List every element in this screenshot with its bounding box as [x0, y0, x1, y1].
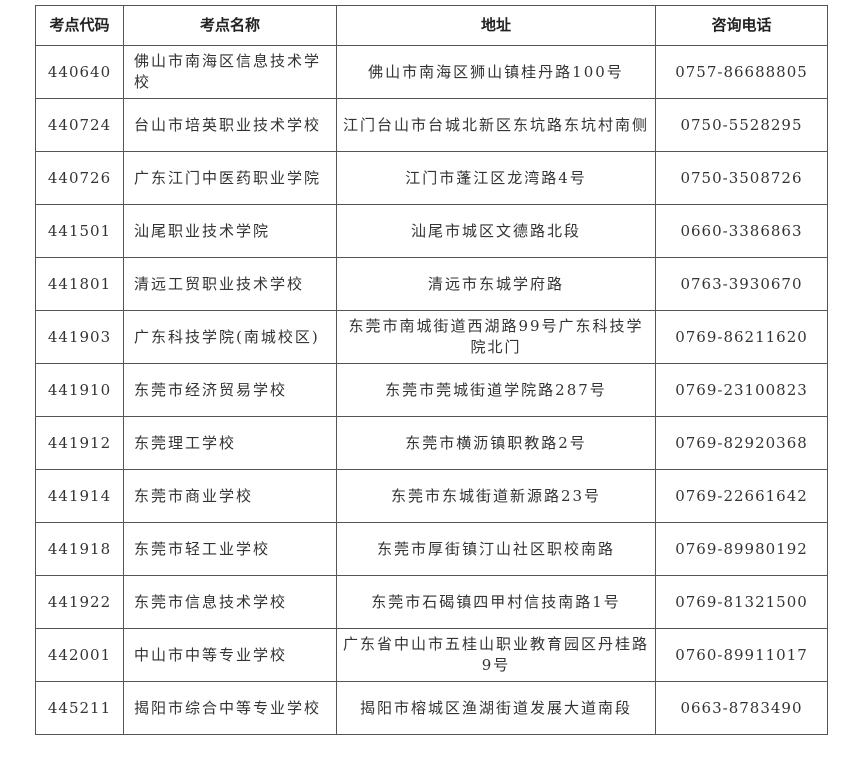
- site-phone: 0757-86688805: [655, 45, 828, 99]
- site-phone: 0769-22661642: [655, 469, 828, 523]
- table-row: 441922 东莞市信息技术学校 东莞市石碣镇四甲村信技南路1号 0769-81321…: [35, 575, 828, 629]
- site-code: 441903: [35, 310, 124, 364]
- site-phone: 0760-89911017: [655, 628, 828, 682]
- table-row: 441910 东莞市经济贸易学校 东莞市莞城街道学院路287号 0769-231008…: [35, 363, 828, 417]
- site-address: 揭阳市榕城区渔湖街道发展大道南段: [336, 681, 656, 735]
- site-code: 441912: [35, 416, 124, 470]
- table-row: 441801 清远工贸职业技术学校 清远市东城学府路 0763-3930670: [35, 257, 828, 311]
- site-code: 441918: [35, 522, 124, 576]
- site-code: 441922: [35, 575, 124, 629]
- site-name: 佛山市南海区信息技术学校: [123, 45, 337, 99]
- site-name: 中山市中等专业学校: [123, 628, 337, 682]
- site-address: 佛山市南海区狮山镇桂丹路100号: [336, 45, 656, 99]
- header-address: 地址: [336, 5, 656, 46]
- site-code: 441801: [35, 257, 124, 311]
- site-address: 汕尾市城区文德路北段: [336, 204, 656, 258]
- site-address: 江门市蓬江区龙湾路4号: [336, 151, 656, 205]
- site-code: 445211: [35, 681, 124, 735]
- site-name: 揭阳市综合中等专业学校: [123, 681, 337, 735]
- site-address: 东莞市厚街镇汀山社区职校南路: [336, 522, 656, 576]
- table-row: 441918 东莞市轻工业学校 东莞市厚街镇汀山社区职校南路 0769-8998019…: [35, 522, 828, 576]
- site-phone: 0769-86211620: [655, 310, 828, 364]
- table-row: 440724 台山市培英职业技术学校 江门台山市台城北新区东坑路东坑村南侧 0750-…: [35, 98, 828, 152]
- site-address: 东莞市莞城街道学院路287号: [336, 363, 656, 417]
- site-name: 广东江门中医药职业学院: [123, 151, 337, 205]
- table-row: 440726 广东江门中医药职业学院 江门市蓬江区龙湾路4号 0750-3508726: [35, 151, 828, 205]
- site-name: 台山市培英职业技术学校: [123, 98, 337, 152]
- header-row: 考点代码 考点名称 地址 咨询电话: [35, 5, 828, 46]
- site-code: 442001: [35, 628, 124, 682]
- header-name: 考点名称: [123, 5, 337, 46]
- site-code: 441910: [35, 363, 124, 417]
- site-address: 清远市东城学府路: [336, 257, 656, 311]
- site-address: 东莞市南城街道西湖路99号广东科技学院北门: [336, 310, 656, 364]
- site-code: 440724: [35, 98, 124, 152]
- site-address: 江门台山市台城北新区东坑路东坑村南侧: [336, 98, 656, 152]
- table-row: 441903 广东科技学院(南城校区) 东莞市南城街道西湖路99号广东科技学院北门 0…: [35, 310, 828, 364]
- site-address: 东莞市石碣镇四甲村信技南路1号: [336, 575, 656, 629]
- site-phone: 0750-3508726: [655, 151, 828, 205]
- exam-site-table: 考点代码 考点名称 地址 咨询电话 440640 佛山市南海区信息技术学校 佛山市南…: [35, 5, 828, 735]
- site-code: 441501: [35, 204, 124, 258]
- site-name: 东莞市经济贸易学校: [123, 363, 337, 417]
- header-phone: 咨询电话: [655, 5, 828, 46]
- site-name: 广东科技学院(南城校区): [123, 310, 337, 364]
- site-address: 广东省中山市五桂山职业教育园区丹桂路9号: [336, 628, 656, 682]
- site-phone: 0660-3386863: [655, 204, 828, 258]
- site-name: 清远工贸职业技术学校: [123, 257, 337, 311]
- table-row: 441501 汕尾职业技术学院 汕尾市城区文德路北段 0660-3386863: [35, 204, 828, 258]
- site-name: 汕尾职业技术学院: [123, 204, 337, 258]
- table-row: 442001 中山市中等专业学校 广东省中山市五桂山职业教育园区丹桂路9号 0760-…: [35, 628, 828, 682]
- site-phone: 0763-3930670: [655, 257, 828, 311]
- site-code: 440640: [35, 45, 124, 99]
- site-phone: 0769-81321500: [655, 575, 828, 629]
- table-row: 441912 东莞理工学校 东莞市横沥镇职教路2号 0769-82920368: [35, 416, 828, 470]
- site-phone: 0663-8783490: [655, 681, 828, 735]
- site-phone: 0769-82920368: [655, 416, 828, 470]
- site-address: 东莞市东城街道新源路23号: [336, 469, 656, 523]
- site-code: 440726: [35, 151, 124, 205]
- site-phone: 0750-5528295: [655, 98, 828, 152]
- site-code: 441914: [35, 469, 124, 523]
- header-code: 考点代码: [35, 5, 124, 46]
- site-address: 东莞市横沥镇职教路2号: [336, 416, 656, 470]
- site-name: 东莞市信息技术学校: [123, 575, 337, 629]
- site-name: 东莞市商业学校: [123, 469, 337, 523]
- site-phone: 0769-23100823: [655, 363, 828, 417]
- site-name: 东莞理工学校: [123, 416, 337, 470]
- table-row: 441914 东莞市商业学校 东莞市东城街道新源路23号 0769-22661642: [35, 469, 828, 523]
- site-name: 东莞市轻工业学校: [123, 522, 337, 576]
- table-row: 440640 佛山市南海区信息技术学校 佛山市南海区狮山镇桂丹路100号 0757-8…: [35, 45, 828, 99]
- table-row: 445211 揭阳市综合中等专业学校 揭阳市榕城区渔湖街道发展大道南段 0663-87…: [35, 681, 828, 735]
- site-phone: 0769-89980192: [655, 522, 828, 576]
